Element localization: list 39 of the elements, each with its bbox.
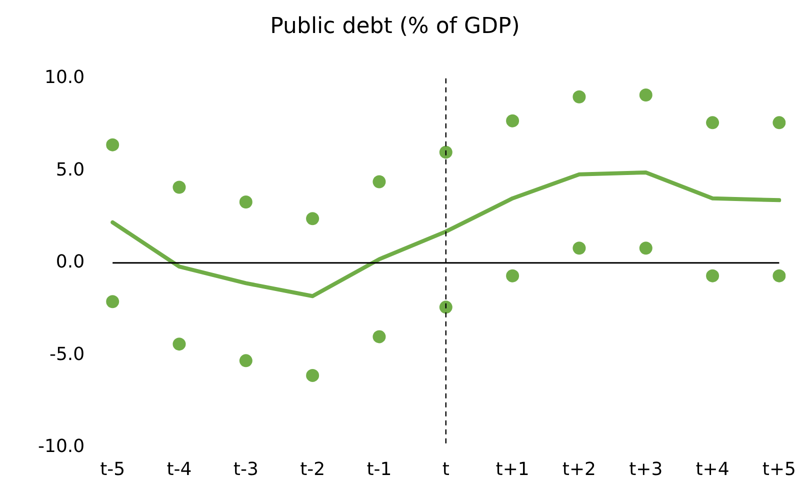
point	[306, 368, 320, 382]
y-tick-label: -10.0	[38, 436, 85, 458]
x-tick-label: t+2	[562, 458, 596, 480]
x-tick-label: t+3	[629, 458, 663, 480]
point	[306, 212, 320, 226]
point	[106, 138, 120, 152]
x-tick-label: t-5	[100, 458, 126, 480]
x-tick-label: t-3	[233, 458, 258, 480]
x-tick-label: t-4	[166, 458, 192, 480]
point	[372, 330, 386, 344]
point	[639, 88, 652, 102]
x-tick-label: t+5	[762, 458, 796, 480]
point	[239, 354, 252, 368]
point	[639, 242, 652, 255]
point	[572, 242, 586, 255]
x-tick-label: t+4	[696, 458, 730, 480]
point	[706, 116, 720, 130]
y-tick-label: 0.0	[56, 252, 85, 273]
point	[172, 180, 186, 194]
y-tick-label: -5.0	[49, 344, 85, 365]
chart-title: Public debt (% of GDP)	[270, 14, 520, 39]
point	[772, 116, 786, 130]
point	[506, 114, 520, 128]
point	[706, 269, 720, 282]
x-tick-label: t-1	[366, 458, 392, 480]
point	[106, 295, 120, 308]
x-tick-label: t-2	[300, 458, 326, 480]
x-tick-label: t	[442, 458, 450, 480]
point	[439, 300, 452, 314]
point	[239, 196, 252, 209]
point	[572, 90, 586, 104]
x-tick-label: t+1	[496, 458, 530, 480]
point	[439, 146, 452, 159]
y-tick-label: 10.0	[44, 67, 85, 88]
y-tick-label: 5.0	[56, 159, 85, 180]
point	[372, 175, 386, 188]
point	[772, 269, 786, 282]
point	[172, 338, 186, 351]
point	[506, 269, 520, 282]
